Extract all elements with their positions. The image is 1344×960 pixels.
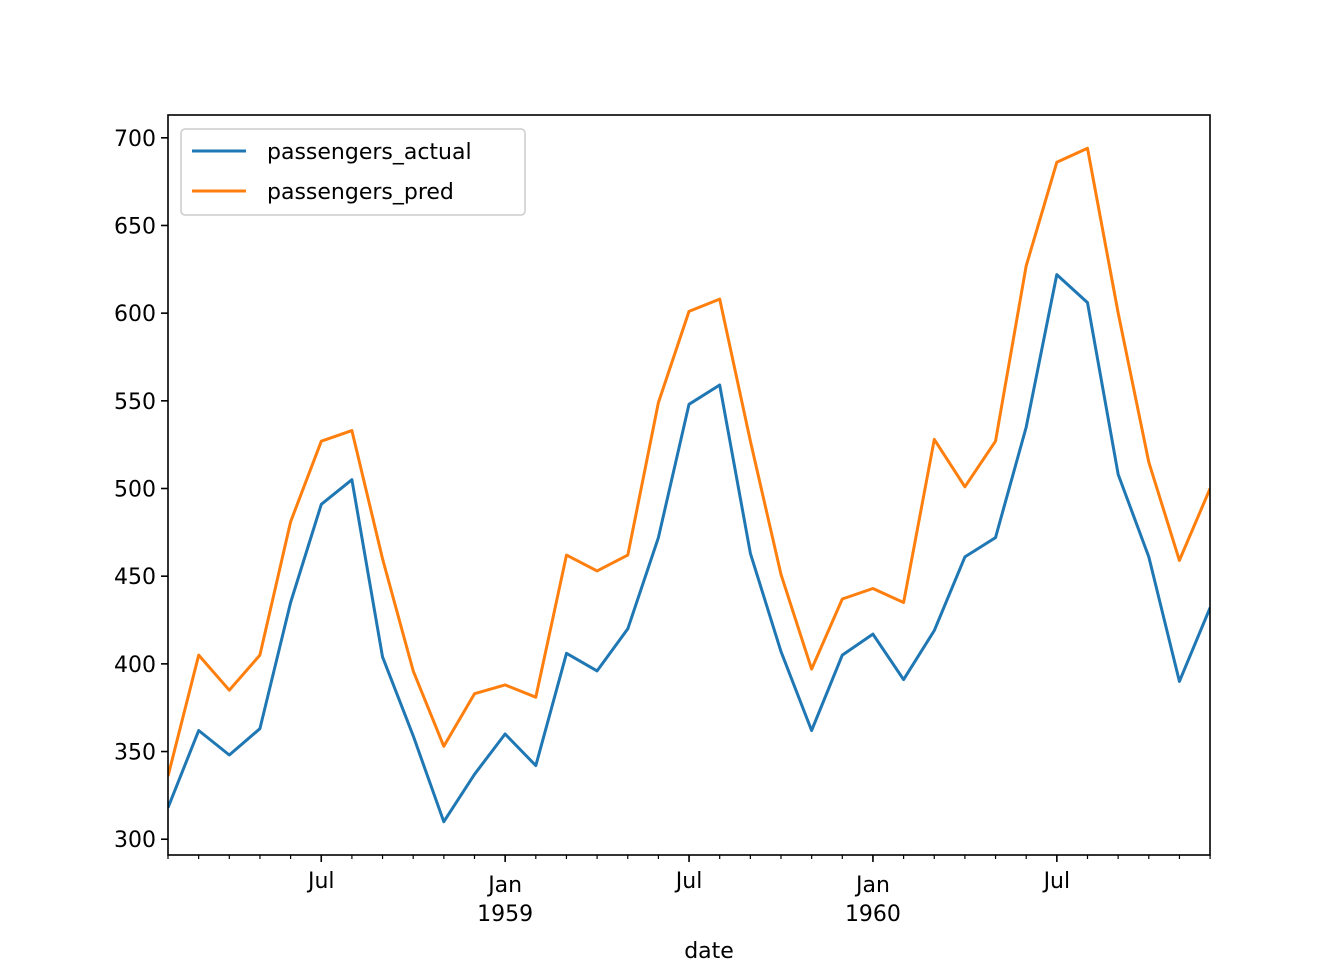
y-tick-label: 650 (114, 214, 156, 239)
x-tick-label: Jan (486, 873, 522, 898)
y-tick-label: 550 (114, 390, 156, 415)
x-tick-sublabel: 1959 (477, 902, 533, 927)
series-line-passengers_actual (168, 273, 1210, 824)
axes-frame (167, 114, 1211, 856)
y-tick-label: 350 (114, 741, 156, 766)
series-layer (168, 146, 1210, 824)
y-tick-label: 400 (114, 653, 156, 678)
series-line-passengers_pred (168, 146, 1210, 777)
y-tick-label: 300 (114, 828, 156, 853)
y-tick-label: 700 (114, 127, 156, 152)
x-tick-label: Jul (674, 869, 703, 894)
y-tick-label: 600 (114, 302, 156, 327)
x-tick-label: Jan (854, 873, 890, 898)
legend: passengers_actual passengers_pred (180, 128, 526, 216)
legend-label-passengers_actual: passengers_actual (267, 140, 472, 165)
x-tick-label: Jul (306, 869, 335, 894)
x-axis-label: date (684, 939, 734, 960)
legend-label-passengers_pred: passengers_pred (267, 180, 454, 205)
y-axis: 300 350 400 450 500 550 600 650 700 (114, 127, 168, 853)
x-tick-sublabel: 1960 (845, 902, 901, 927)
x-tick-label: Jul (1042, 869, 1071, 894)
x-axis: Jul Jan 1959 Jul Jan 1960 Jul (167, 855, 1211, 927)
y-tick-label: 450 (114, 565, 156, 590)
legend-box (180, 128, 526, 216)
y-tick-label: 500 (114, 478, 156, 503)
